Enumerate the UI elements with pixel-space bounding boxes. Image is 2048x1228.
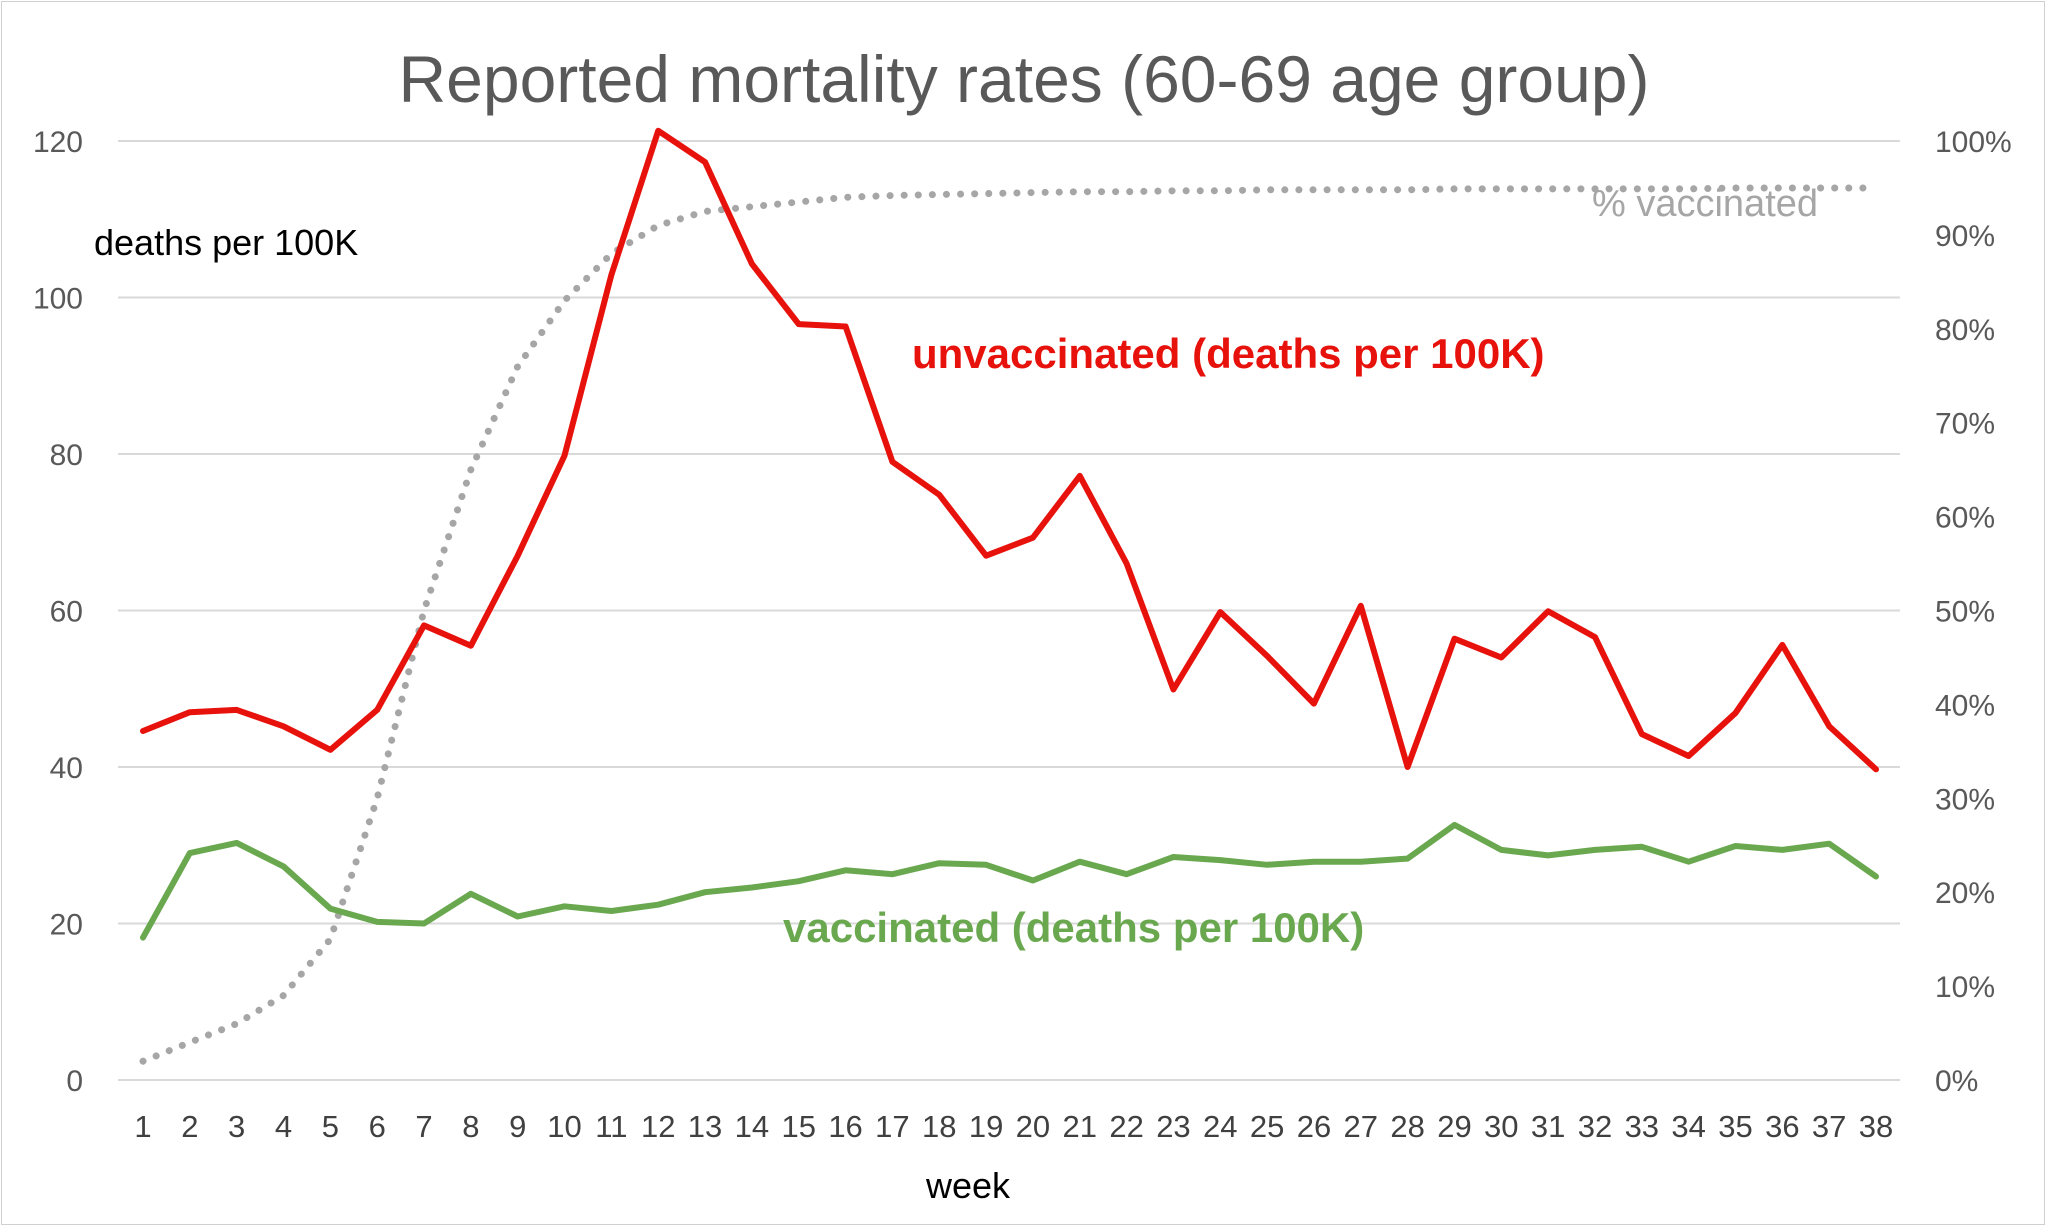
y2-tick-label: 100% [1935,126,2012,159]
x-tick-label: 9 [509,1109,526,1144]
x-tick-label: 20 [1016,1109,1050,1144]
x-axis-ticks: 1 2 3 4 5 6 7 8 9 10 11 12 13 14 15 16 17 18 19 20 21 22 23 24 2… [134,1109,1893,1144]
x-tick-label: 5 [322,1109,339,1144]
x-tick-label: 21 [1063,1109,1097,1144]
series-lines [139,127,1880,1065]
y2-tick-label: 90% [1935,220,1995,253]
y-tick-label: 60 [50,596,83,629]
pct-vaccinated-label: % vaccinated [1592,183,1818,225]
x-tick-label: 30 [1484,1109,1518,1144]
y2-tick-label: 70% [1935,408,1995,441]
x-tick-label: 7 [415,1109,432,1144]
x-tick-label: 17 [875,1109,909,1144]
x-tick-label: 11 [595,1109,627,1144]
y-tick-label: 100 [33,283,83,316]
unvaccinated-line [140,127,1879,773]
y2-tick-label: 80% [1935,314,1995,347]
y2-tick-label: 50% [1935,596,1995,629]
x-tick-label: 4 [275,1109,292,1144]
x-tick-label: 34 [1671,1109,1705,1144]
y-tick-label: 40 [50,752,83,785]
x-axis-label: week [925,1165,1011,1206]
x-tick-label: 16 [828,1109,862,1144]
x-tick-label: 8 [462,1109,479,1144]
x-tick-label: 12 [641,1109,675,1144]
x-tick-label: 22 [1109,1109,1143,1144]
x-tick-label: 1 [134,1109,151,1144]
x-tick-label: 23 [1156,1109,1190,1144]
x-tick-label: 35 [1718,1109,1752,1144]
pct-vaccinated-line [139,184,1880,1065]
x-tick-label: 38 [1859,1109,1893,1144]
y-tick-label: 120 [33,126,83,159]
x-tick-label: 26 [1297,1109,1331,1144]
x-tick-label: 37 [1812,1109,1846,1144]
y2-tick-label: 20% [1935,877,1995,910]
x-tick-label: 27 [1344,1109,1378,1144]
x-tick-label: 24 [1203,1109,1237,1144]
x-tick-label: 33 [1625,1109,1659,1144]
vaccinated-line [140,821,1879,941]
unvaccinated-series-label: unvaccinated (deaths per 100K) [912,330,1545,377]
x-tick-label: 36 [1765,1109,1799,1144]
y-tick-label: 80 [50,439,83,472]
y2-axis-ticks: 0% 10% 20% 30% 40% 50% 60% 70% 80% 90% 100% [1935,126,2012,1098]
y2-tick-label: 30% [1935,783,1995,816]
x-tick-label: 13 [688,1109,722,1144]
x-tick-label: 31 [1531,1109,1565,1144]
x-tick-label: 18 [922,1109,956,1144]
x-tick-label: 2 [181,1109,198,1144]
y2-tick-label: 0% [1935,1065,1978,1098]
x-tick-label: 28 [1390,1109,1424,1144]
y-axis-ticks: 0 20 40 60 80 100 120 [33,126,83,1098]
y-axis-label: deaths per 100K [94,222,358,263]
x-tick-label: 6 [369,1109,386,1144]
x-tick-label: 32 [1578,1109,1612,1144]
x-tick-label: 19 [969,1109,1003,1144]
x-tick-label: 25 [1250,1109,1284,1144]
y2-tick-label: 60% [1935,502,1995,535]
y2-tick-label: 40% [1935,689,1995,722]
y2-tick-label: 10% [1935,971,1995,1004]
vaccinated-series-label: vaccinated (deaths per 100K) [783,904,1364,951]
x-tick-label: 3 [228,1109,245,1144]
y-tick-label: 0 [66,1065,83,1098]
x-tick-label: 29 [1437,1109,1471,1144]
x-tick-label: 14 [735,1109,769,1144]
chart-title: Reported mortality rates (60-69 age grou… [399,42,1650,116]
x-tick-label: 10 [547,1109,581,1144]
x-tick-label: 15 [781,1109,815,1144]
y-tick-label: 20 [50,909,83,942]
